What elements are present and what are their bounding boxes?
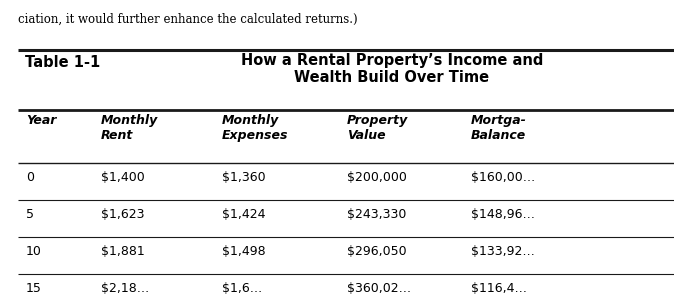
Text: $1,881: $1,881	[101, 245, 145, 258]
Text: $200,000: $200,000	[347, 171, 407, 184]
Text: 5: 5	[26, 208, 34, 221]
Text: Table 1-1: Table 1-1	[25, 55, 100, 70]
Text: $1,623: $1,623	[101, 208, 144, 221]
Text: $133,92…: $133,92…	[471, 245, 535, 258]
Text: $2,18…: $2,18…	[101, 282, 149, 295]
Text: $1,6…: $1,6…	[222, 282, 262, 295]
Text: $1,498: $1,498	[222, 245, 266, 258]
Text: $1,400: $1,400	[101, 171, 145, 184]
Text: Monthly
Rent: Monthly Rent	[101, 114, 158, 142]
Text: $148,96…: $148,96…	[471, 208, 535, 221]
Text: 10: 10	[26, 245, 42, 258]
Text: $296,050: $296,050	[347, 245, 406, 258]
Text: 0: 0	[26, 171, 34, 184]
Text: Property
Value: Property Value	[347, 114, 408, 142]
Text: $160,00…: $160,00…	[471, 171, 535, 184]
Text: Year: Year	[26, 114, 57, 127]
Text: ciation, it would further enhance the calculated returns.): ciation, it would further enhance the ca…	[18, 13, 358, 26]
Text: $360,02…: $360,02…	[347, 282, 411, 295]
Text: $243,330: $243,330	[347, 208, 406, 221]
Text: $1,424: $1,424	[222, 208, 266, 221]
Text: 15: 15	[26, 282, 42, 295]
Text: $116,4…: $116,4…	[471, 282, 527, 295]
Text: How a Rental Property’s Income and
Wealth Build Over Time: How a Rental Property’s Income and Wealt…	[241, 53, 543, 86]
Text: $1,360: $1,360	[222, 171, 266, 184]
Text: Mortga-
Balance: Mortga- Balance	[471, 114, 527, 142]
Text: Monthly
Expenses: Monthly Expenses	[222, 114, 288, 142]
